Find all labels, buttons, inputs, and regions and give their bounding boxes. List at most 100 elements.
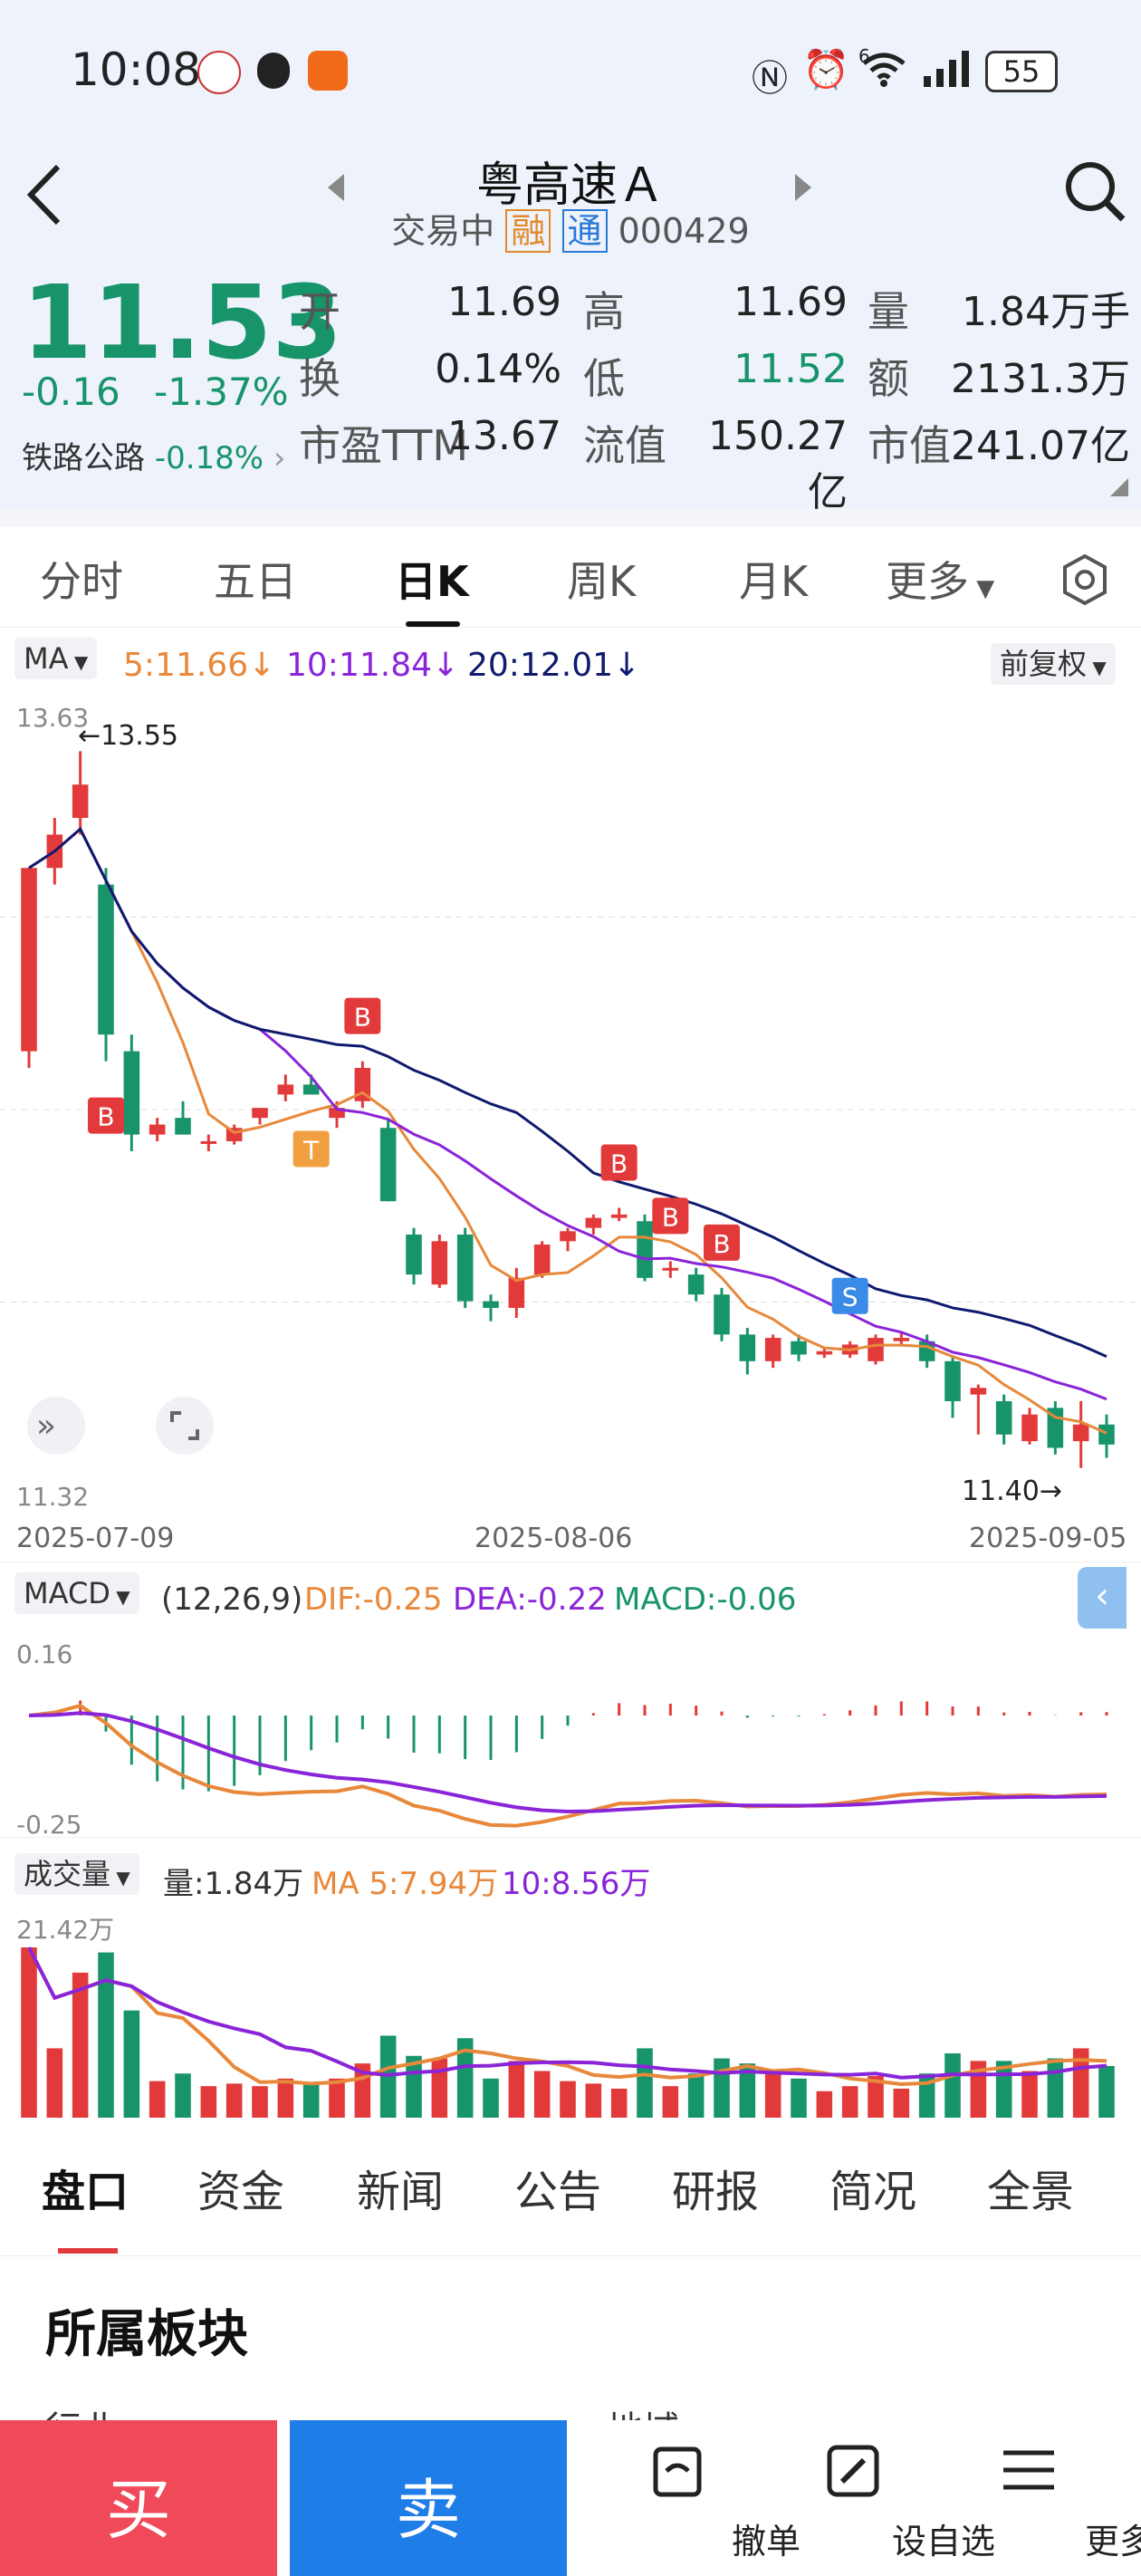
candle-body [98,884,114,1035]
adjust-label: 前复权 [1000,647,1088,681]
macd-selector[interactable]: MACD ▼ [14,1572,139,1614]
volume-bar [149,2081,166,2118]
candle-body [764,1338,781,1361]
float-cap-label: 流值 [583,421,666,470]
chart-grid [0,917,1141,1302]
cancel-order-button[interactable]: 撤单 [585,2420,801,2576]
signal-label: S [842,1283,858,1312]
dropdown-icon: ▼ [68,651,89,673]
volume-bar [816,2091,833,2118]
candle-body [1021,1414,1038,1442]
volume-ma5: MA 5:7.94万 [312,1866,499,1902]
dea-line [28,1711,1107,1813]
expand-corner-icon[interactable] [1110,478,1130,498]
volume-bar [893,2088,910,2118]
tab-more[interactable]: 更多 ▼ [886,549,994,609]
dropdown-icon: ▼ [110,1586,130,1608]
tab-daily-k[interactable]: 日K [395,557,469,606]
tab-indicator [406,621,460,627]
tab-weekly-k[interactable]: 周K [567,557,637,606]
macd-dea: DEA:-0.22 [453,1581,607,1618]
macd-params: (12,26,9) [161,1581,303,1618]
tab-five-day[interactable]: 五日 [214,557,297,606]
market-cap-value: 241.07亿 [951,423,1130,469]
cancel-order-icon [653,2446,702,2497]
current-price: 11.53 [22,264,343,382]
dropdown-icon: ▼ [969,575,995,602]
volume-bar [483,2078,499,2118]
kline-chart[interactable]: 13.63 ←13.55 11.32 11.40→ 2025-07-09 202… [0,706,1141,1549]
sell-button[interactable]: 卖 [290,2420,567,2576]
margin-badge: 融 [505,209,551,253]
candle-body [329,1108,345,1119]
tab-overview[interactable]: 全景 [987,2167,1075,2217]
candle-body [277,1084,294,1095]
adjust-selector[interactable]: 前复权 ▼ [991,641,1116,685]
volume-bar [200,2086,217,2118]
volume-bar [714,2058,730,2118]
add-watchlist-button[interactable]: 设自选 [762,2420,995,2576]
date-end: 2025-09-05 [969,1523,1127,1549]
volume-bar [225,2083,243,2118]
buy-button[interactable]: 买 [0,2420,277,2576]
pe-label: 市盈TTM [299,421,469,470]
stock-header: 粤高速Ａ 交易中 融 通 000429 [0,145,1141,254]
volume-selector[interactable]: 成交量 ▼ [14,1851,139,1895]
signal-badge [88,1097,124,1134]
tab-news[interactable]: 新闻 [357,2167,445,2217]
alarm-icon: ⏰ [802,47,850,91]
signal-badge [704,1224,740,1261]
back-icon[interactable] [24,163,63,226]
candle-body [483,1301,499,1308]
tab-announcements[interactable]: 公告 [514,2167,602,2217]
volume-bar [585,2083,602,2118]
status-time: 10:08 [71,43,202,96]
next-stock-icon[interactable] [793,172,813,203]
more-button[interactable]: 更多 [938,2420,1141,2576]
tab-monthly-k[interactable]: 月K [739,557,809,606]
candle-body [1098,1424,1115,1445]
sector-link[interactable]: 铁路公路 -0.18% › [22,433,286,477]
chevron-left-icon: ‹ [1095,1575,1109,1617]
low-value: 11.52 [734,346,848,392]
search-icon[interactable] [1063,159,1128,225]
candle-body [995,1400,1012,1435]
volume-divider [0,1837,1141,1838]
volume-bar [841,2086,858,2118]
volume-bar [456,2038,474,2118]
candle-body [970,1388,987,1395]
cancel-order-label: 撤单 [731,2522,801,2562]
volume-bar [123,2010,140,2118]
ma-selector[interactable]: MA ▼ [14,638,98,679]
tab-profile[interactable]: 简况 [829,2167,917,2217]
settings-icon[interactable] [1058,553,1112,607]
macd-value: MACD:-0.06 [614,1581,797,1618]
volume-top-label: 21.42万 [16,1915,114,1945]
wifi-icon [862,53,906,87]
ma10-line [28,826,1107,1401]
volume-bar [560,2081,576,2118]
amount-value: 2131.3万 [951,356,1130,402]
volume-bar [21,1947,37,2118]
signal-label: B [713,1229,730,1259]
tab-intraday[interactable]: 分时 [40,557,123,606]
prev-stock-icon[interactable] [326,172,346,203]
volume-bar [277,2078,294,2118]
ma5-line [28,826,1107,1435]
signal-badge [600,1144,638,1181]
volume-ma5-line [27,1946,1107,2086]
stock-subtitle: 交易中 融 通 000429 [380,203,761,253]
axis-top-label: 13.63 [16,706,89,733]
collapse-panel-button[interactable]: ‹ [1078,1567,1127,1629]
volume-chart: 21.42万 [16,1915,1115,2118]
dif-line [28,1703,1107,1828]
signal-label: B [354,1003,371,1033]
qq-icon [257,53,290,89]
tab-order-book[interactable]: 盘口 [42,2167,129,2217]
macd-top-label: 0.16 [16,1639,72,1669]
tab-capital[interactable]: 资金 [197,2167,285,2217]
signal-badge [344,997,381,1034]
volume-bar [329,2078,345,2118]
tab-research[interactable]: 研报 [672,2167,760,2217]
signal-label: B [662,1202,679,1232]
